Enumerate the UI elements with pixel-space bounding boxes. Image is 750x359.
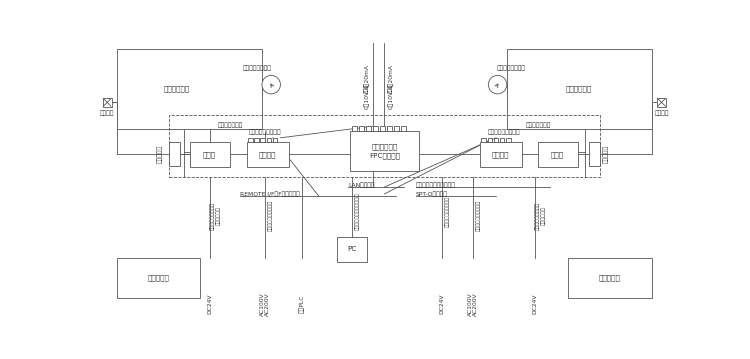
Text: ドライバ: ドライバ	[492, 151, 509, 158]
Bar	[387, 126, 392, 131]
Text: LANケーブル: LANケーブル	[348, 182, 375, 187]
Bar	[247, 143, 289, 167]
Text: 真空チャンバ: 真空チャンバ	[164, 85, 190, 92]
Text: コントローラ: コントローラ	[371, 144, 398, 150]
Bar	[103, 98, 112, 107]
Text: モータケーブル: モータケーブル	[217, 123, 243, 128]
Bar	[337, 237, 368, 262]
Bar	[366, 126, 371, 131]
Text: DC24V: DC24V	[440, 294, 445, 314]
Text: DC24V: DC24V	[207, 294, 212, 314]
Bar	[488, 138, 492, 143]
Text: ドライバ制御回路用
電源ケーブル: ドライバ制御回路用 電源ケーブル	[535, 201, 545, 230]
Text: SPT-Oケーブル: SPT-Oケーブル	[416, 191, 448, 197]
Bar	[273, 138, 278, 143]
Bar	[266, 138, 272, 143]
Bar	[117, 258, 200, 298]
Bar	[657, 98, 666, 107]
Text: ドライバ電源ケーブル: ドライバ電源ケーブル	[445, 196, 450, 227]
Bar	[506, 138, 511, 143]
Text: または: または	[388, 84, 393, 93]
Text: FPCシリーズ: FPCシリーズ	[369, 152, 400, 159]
Bar	[590, 143, 600, 165]
Bar	[500, 138, 505, 143]
Bar	[169, 116, 600, 177]
Bar	[254, 138, 259, 143]
Text: 真空計（センサ）: 真空計（センサ）	[497, 66, 526, 71]
Bar	[260, 138, 265, 143]
Bar	[400, 126, 406, 131]
Text: ドライバ: ドライバ	[259, 151, 276, 158]
Bar	[394, 126, 399, 131]
Circle shape	[262, 75, 280, 94]
Text: モータ: モータ	[203, 151, 216, 158]
Text: PC: PC	[347, 246, 357, 252]
Bar	[117, 49, 262, 129]
Text: モータ: モータ	[551, 151, 564, 158]
Bar	[373, 126, 378, 131]
Text: 4～20mA: 4～20mA	[364, 65, 370, 89]
Text: アナログ入出力ケーブル: アナログ入出力ケーブル	[416, 182, 456, 187]
Text: バルブ本体: バルブ本体	[603, 145, 609, 163]
Text: ガス導入: ガス導入	[100, 110, 115, 116]
Text: または: または	[364, 84, 369, 93]
Bar	[380, 126, 386, 131]
Text: 真空ポンプ: 真空ポンプ	[148, 275, 170, 281]
Text: 上位PLC: 上位PLC	[299, 295, 304, 313]
Bar	[350, 131, 419, 171]
Text: 0～10V: 0～10V	[364, 90, 370, 109]
Bar	[190, 143, 230, 167]
Bar	[169, 143, 179, 165]
Bar	[352, 126, 358, 131]
Text: ドライバ制御回路用
電源ケーブル: ドライバ制御回路用 電源ケーブル	[209, 201, 220, 230]
Text: ガス導入: ガス導入	[654, 110, 669, 116]
Bar	[538, 143, 578, 167]
Bar	[507, 49, 652, 129]
Text: エンコーダケーブル: エンコーダケーブル	[488, 130, 520, 135]
Bar	[494, 138, 498, 143]
Text: AC100V
AC200V: AC100V AC200V	[467, 292, 478, 316]
Text: バルブ本体: バルブ本体	[157, 145, 162, 163]
Text: エンコーダケーブル: エンコーダケーブル	[249, 130, 281, 135]
Text: AC100V
AC200V: AC100V AC200V	[260, 292, 271, 316]
Text: コントローラ電源ケーブル: コントローラ電源ケーブル	[355, 193, 360, 230]
Text: 4～20mA: 4～20mA	[388, 65, 393, 89]
Text: REMOTE I/F（F）ケーブル: REMOTE I/F（F）ケーブル	[241, 191, 300, 197]
Text: 真空計（センサ）: 真空計（センサ）	[243, 66, 272, 71]
Bar	[482, 138, 486, 143]
Text: 0～10V: 0～10V	[388, 90, 393, 109]
Bar	[359, 126, 364, 131]
Circle shape	[488, 75, 507, 94]
Bar	[568, 258, 652, 298]
Text: モータケーブル: モータケーブル	[526, 123, 551, 128]
Text: 真空ポンプ: 真空ポンプ	[599, 275, 621, 281]
Bar	[248, 138, 253, 143]
Text: ドライバ電源ケーブル: ドライバ電源ケーブル	[476, 200, 481, 231]
Text: 真空チャンバ: 真空チャンバ	[566, 85, 592, 92]
Text: ドライバ電源ケーブル: ドライバ電源ケーブル	[268, 200, 273, 231]
Bar	[480, 143, 522, 167]
Text: DC24V: DC24V	[532, 294, 537, 314]
